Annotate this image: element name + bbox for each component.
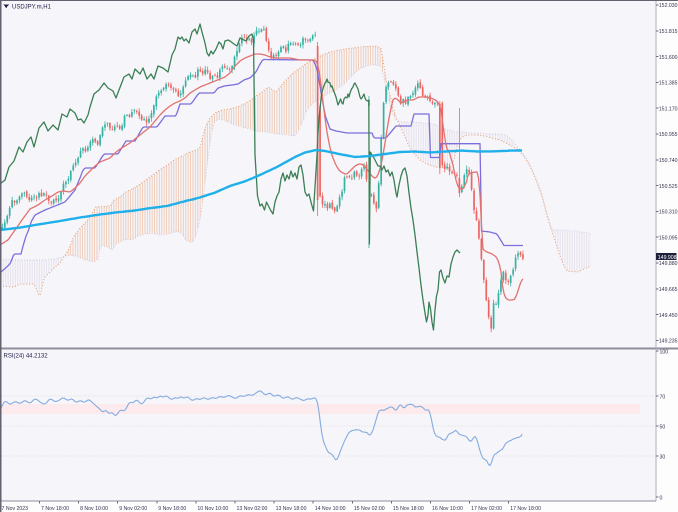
- svg-text:150.955: 150.955: [659, 132, 678, 138]
- svg-text:149.908: 149.908: [658, 255, 677, 261]
- svg-text:70: 70: [660, 395, 666, 401]
- svg-text:0: 0: [660, 496, 663, 502]
- svg-text:149.450: 149.450: [659, 313, 678, 319]
- svg-text:15 Nov 02:00: 15 Nov 02:00: [354, 506, 385, 512]
- svg-text:17 Nov 18:00: 17 Nov 18:00: [510, 506, 541, 512]
- svg-text:149.880: 149.880: [659, 261, 678, 267]
- svg-text:150.525: 150.525: [659, 184, 678, 190]
- svg-text:30: 30: [660, 455, 666, 461]
- svg-text:149.665: 149.665: [659, 287, 678, 293]
- svg-text:17 Nov 02:00: 17 Nov 02:00: [471, 506, 502, 512]
- svg-text:7 Nov 18:00: 7 Nov 18:00: [41, 506, 69, 512]
- svg-text:151.815: 151.815: [659, 29, 678, 35]
- svg-text:150.095: 150.095: [659, 235, 678, 241]
- svg-text:100: 100: [660, 350, 669, 356]
- svg-text:151.600: 151.600: [659, 55, 678, 61]
- svg-text:7 Nov 2023: 7 Nov 2023: [2, 506, 29, 512]
- svg-text:13 Nov 02:00: 13 Nov 02:00: [237, 506, 268, 512]
- svg-text:149.235: 149.235: [659, 339, 678, 345]
- svg-text:15 Nov 18:00: 15 Nov 18:00: [393, 506, 424, 512]
- svg-text:14 Nov 10:00: 14 Nov 10:00: [315, 506, 346, 512]
- svg-text:13 Nov 18:00: 13 Nov 18:00: [276, 506, 307, 512]
- svg-text:USDJPY.m,H1: USDJPY.m,H1: [12, 5, 52, 11]
- svg-text:151.385: 151.385: [659, 81, 678, 87]
- svg-text:152.030: 152.030: [659, 3, 678, 9]
- svg-text:9 Nov 02:00: 9 Nov 02:00: [119, 506, 147, 512]
- svg-text:RSI(24) 44.2132: RSI(24) 44.2132: [4, 354, 49, 360]
- svg-text:10 Nov 10:00: 10 Nov 10:00: [197, 506, 228, 512]
- svg-text:50: 50: [660, 425, 666, 431]
- svg-text:150.740: 150.740: [659, 158, 678, 164]
- svg-text:150.310: 150.310: [659, 210, 678, 216]
- svg-text:8 Nov 10:00: 8 Nov 10:00: [80, 506, 108, 512]
- svg-text:16 Nov 10:00: 16 Nov 10:00: [432, 506, 463, 512]
- svg-text:151.170: 151.170: [659, 106, 678, 112]
- svg-text:9 Nov 18:00: 9 Nov 18:00: [158, 506, 186, 512]
